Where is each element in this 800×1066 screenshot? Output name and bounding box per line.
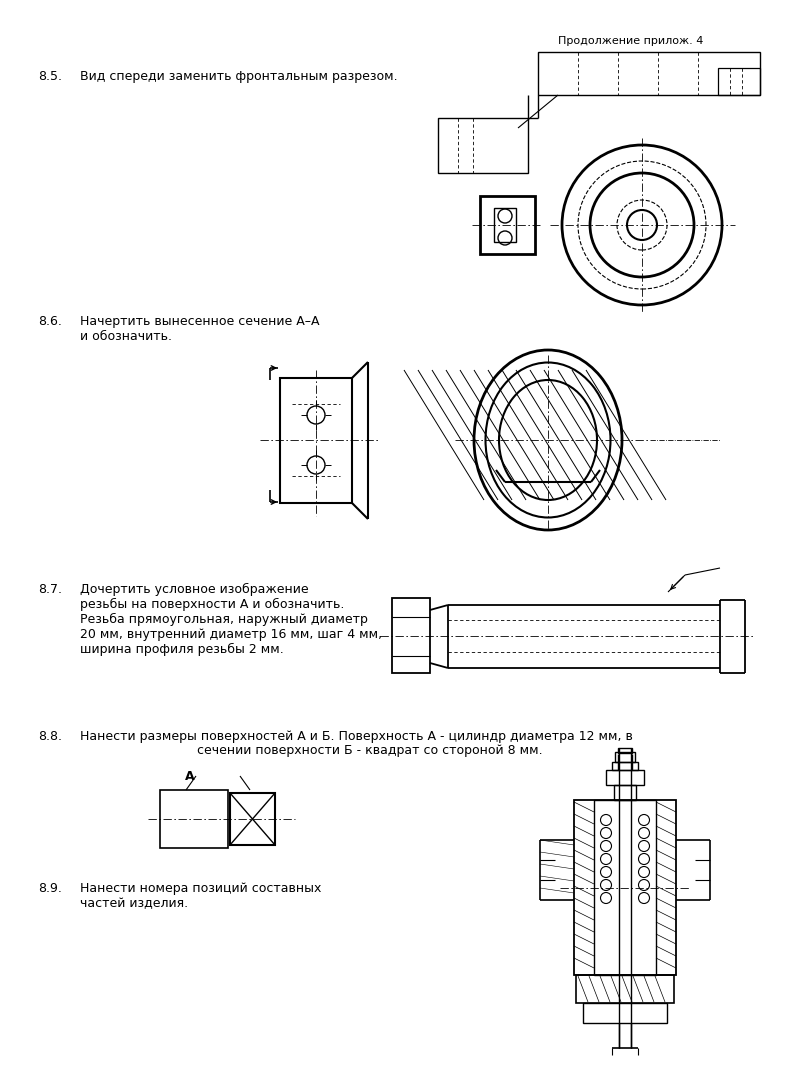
Bar [574,800,676,975]
Bar [392,598,430,673]
Bar [614,785,636,800]
Bar [583,1003,667,1023]
Text: 8.8.: 8.8. [38,730,62,743]
Bar [606,770,644,785]
Bar [615,752,635,762]
Bar [612,762,638,770]
Bar [576,975,674,1003]
Text: A: A [185,770,194,784]
Bar [160,790,228,847]
Text: Вид спереди заменить фронтальным разрезом.: Вид спереди заменить фронтальным разрезо… [80,70,398,83]
Bar [594,800,656,975]
Bar [438,118,528,173]
Bar [230,793,275,845]
Bar [480,196,535,254]
Text: 8.5.: 8.5. [38,70,62,83]
Text: сечении поверхности Б - квадрат со стороной 8 мм.: сечении поверхности Б - квадрат со сторо… [157,744,543,757]
Text: Нанести номера позиций составных
частей изделия.: Нанести номера позиций составных частей … [80,882,322,910]
Text: 8.9.: 8.9. [38,882,62,895]
Text: Нанести размеры поверхностей А и Б. Поверхность А - цилиндр диаметра 12 мм, в: Нанести размеры поверхностей А и Б. Пове… [80,730,633,743]
Text: Начертить вынесенное сечение А–А
и обозначить.: Начертить вынесенное сечение А–А и обозн… [80,314,319,343]
Bar [618,748,632,753]
Text: 8.6.: 8.6. [38,314,62,328]
Bar [718,68,760,95]
Text: 8.7.: 8.7. [38,583,62,596]
Text: Продолжение прилож. 4: Продолжение прилож. 4 [558,36,703,46]
Bar [494,208,516,242]
Bar [280,378,352,503]
Text: Дочертить условное изображение
резьбы на поверхности А и обозначить.
Резьба прям: Дочертить условное изображение резьбы на… [80,583,382,657]
Bar [538,52,760,95]
